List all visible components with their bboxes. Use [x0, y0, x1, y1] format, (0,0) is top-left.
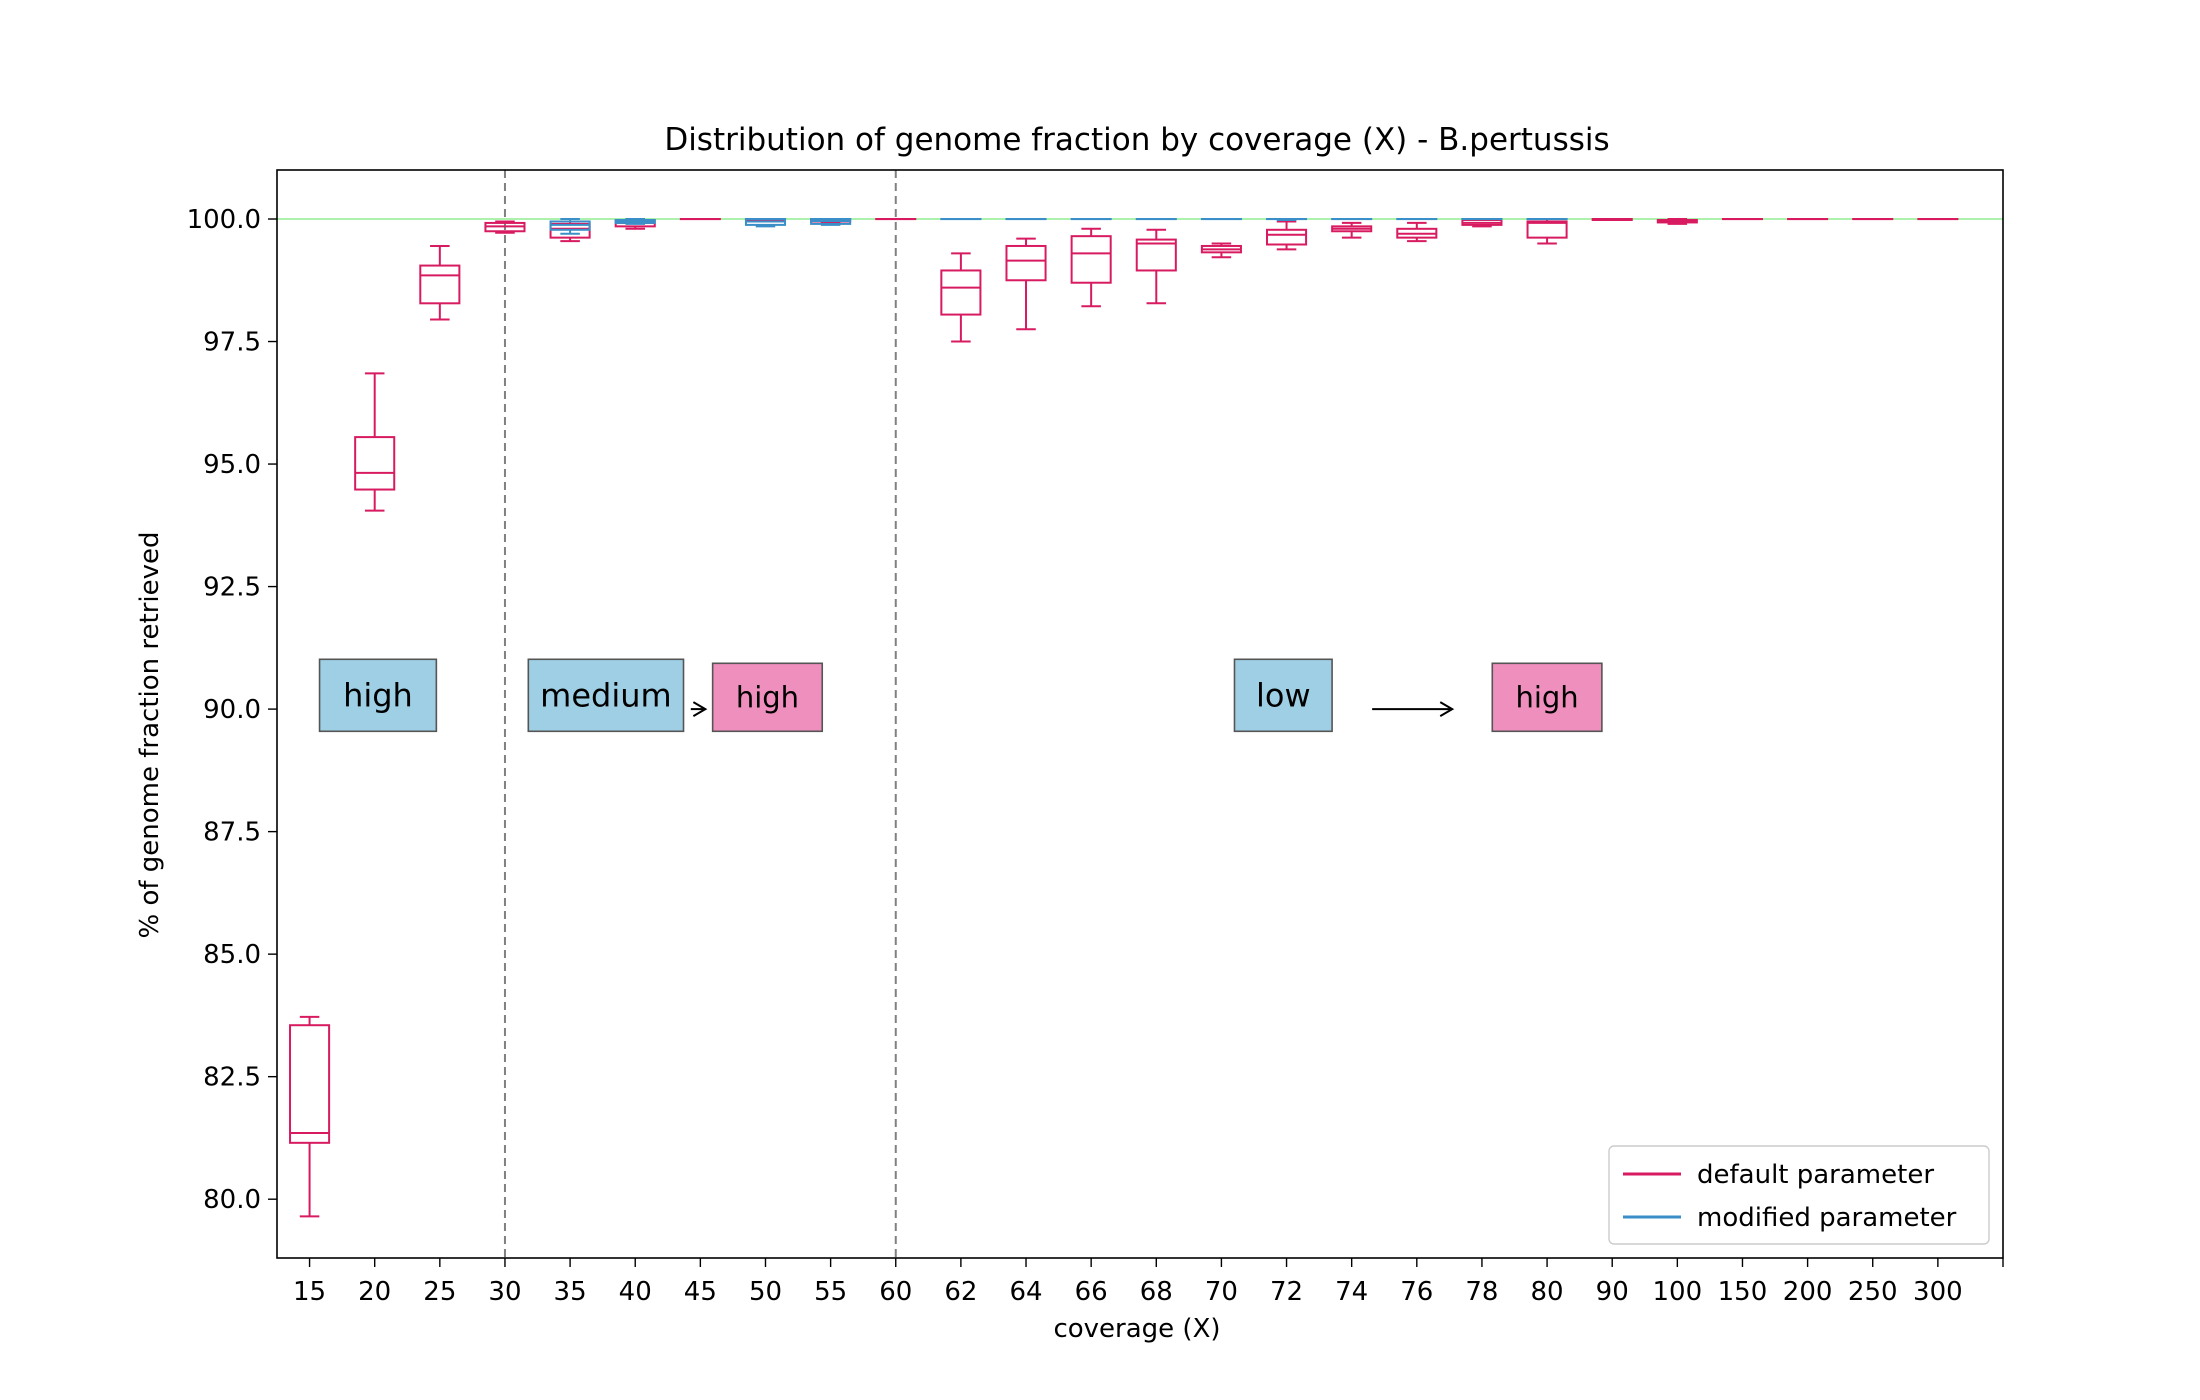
plot-frame	[276, 169, 2004, 1259]
box-default-66	[1070, 227, 1112, 308]
box-iqr	[1005, 244, 1047, 282]
x-axis: 15 20 25 30 35 40 45 50 55 60 62 64 66 68 70 72 74 76 78 80…	[293, 1258, 2004, 1307]
annotation-label-low: low	[1233, 658, 1333, 733]
x-axis-label: coverage (X)	[1053, 1314, 1220, 1344]
y-tick-label: 82.5	[203, 1063, 261, 1093]
x-tick-label: 250	[1848, 1277, 1898, 1307]
annotation-layer: high medium high low high	[318, 658, 1603, 733]
x-tick-label: 60	[879, 1277, 912, 1307]
annotation-box	[1233, 658, 1333, 733]
y-tick-label: 87.5	[203, 818, 261, 848]
box-modified-50	[744, 218, 787, 228]
x-tick-label: 35	[554, 1277, 587, 1307]
annotation-box	[318, 658, 438, 733]
box-default-100	[1656, 218, 1698, 225]
box-modified-35	[549, 218, 591, 235]
box-iqr	[1070, 235, 1112, 284]
x-tick-label: 150	[1718, 1277, 1768, 1307]
box-iqr	[354, 436, 396, 491]
box-default-30	[484, 220, 526, 234]
arrow	[1372, 701, 1455, 717]
box-iqr	[1266, 228, 1308, 246]
legend-entry-default: default parameter	[1623, 1160, 1934, 1190]
box-iqr	[1135, 238, 1177, 272]
annotation-label-high: high	[1491, 662, 1603, 733]
box-default-78	[1461, 218, 1503, 228]
x-tick-label: 45	[684, 1277, 717, 1307]
x-tick-label: 78	[1465, 1277, 1498, 1307]
y-axis: 80.0 82.5 85.0 87.5 90.0 92.5 95.0 97.5 100.0	[187, 205, 277, 1215]
x-tick-label: 90	[1596, 1277, 1629, 1307]
legend-label: modified parameter	[1697, 1203, 1957, 1233]
box-iqr	[289, 1024, 331, 1144]
box-modified-55	[810, 218, 852, 226]
box-iqr	[940, 269, 982, 316]
y-tick-label: 80.0	[203, 1185, 261, 1215]
y-tick-label: 95.0	[203, 450, 261, 480]
box-default-20	[354, 372, 396, 512]
y-tick-label: 100.0	[187, 205, 261, 235]
annotation-box	[1491, 662, 1603, 733]
annotation-text: medium	[540, 676, 672, 714]
y-tick-label: 90.0	[203, 695, 261, 725]
x-tick-label: 300	[1913, 1277, 1963, 1307]
y-tick-label: 97.5	[203, 328, 261, 358]
x-tick-label: 40	[619, 1277, 652, 1307]
box-default-64	[1005, 237, 1047, 331]
box-layer	[289, 218, 1959, 1218]
annotation-label-high: high	[711, 662, 824, 733]
box-default-72	[1266, 220, 1308, 251]
annotation-box	[527, 658, 685, 733]
box-modified-40	[614, 218, 656, 225]
x-tick-label: 200	[1783, 1277, 1833, 1307]
annotation-box	[711, 662, 824, 733]
annotation-text: high	[343, 676, 413, 714]
x-tick-label: 55	[814, 1277, 847, 1307]
x-tick-label: 50	[749, 1277, 782, 1307]
x-tick-label: 76	[1400, 1277, 1433, 1307]
x-tick-label: 30	[488, 1277, 521, 1307]
annotation-text: high	[1515, 680, 1578, 714]
box-default-74	[1331, 221, 1373, 239]
x-tick-label: 20	[358, 1277, 391, 1307]
box-default-90	[1591, 218, 1633, 221]
x-tick-label: 15	[293, 1277, 326, 1307]
x-tick-label: 80	[1531, 1277, 1564, 1307]
x-tick-label: 100	[1653, 1277, 1703, 1307]
annotation-text: low	[1256, 676, 1311, 714]
x-tick-label: 68	[1140, 1277, 1173, 1307]
box-default-62	[940, 252, 982, 343]
box-iqr	[419, 264, 461, 305]
x-tick-label: 64	[1009, 1277, 1042, 1307]
chart-title: Distribution of genome fraction by cover…	[664, 122, 1609, 158]
y-axis-label: % of genome fraction retrieved	[135, 531, 165, 938]
legend-label: default parameter	[1697, 1160, 1934, 1190]
box-iqr	[1526, 220, 1568, 239]
box-default-68	[1135, 228, 1177, 305]
x-tick-label: 62	[944, 1277, 977, 1307]
box-default-15	[289, 1015, 331, 1218]
x-tick-label: 66	[1075, 1277, 1108, 1307]
x-tick-label: 25	[423, 1277, 456, 1307]
box-modified-72	[1266, 218, 1308, 221]
box-default-25	[419, 244, 461, 321]
y-tick-label: 92.5	[203, 573, 261, 603]
annotation-text: high	[736, 680, 799, 714]
x-tick-label: 74	[1335, 1277, 1368, 1307]
box-default-76	[1396, 221, 1438, 243]
legend-frame	[1608, 1145, 1990, 1245]
box-default-70	[1200, 242, 1242, 259]
annotation-label-high: high	[318, 658, 438, 733]
legend-entry-modified: modified parameter	[1623, 1203, 1957, 1233]
annotation-label-medium: medium	[527, 658, 685, 733]
y-tick-label: 85.0	[203, 940, 261, 970]
x-tick-label: 72	[1270, 1277, 1303, 1307]
x-tick-label: 70	[1205, 1277, 1238, 1307]
legend: default parameter modified parameter	[1608, 1145, 1990, 1245]
arrow	[690, 701, 708, 717]
